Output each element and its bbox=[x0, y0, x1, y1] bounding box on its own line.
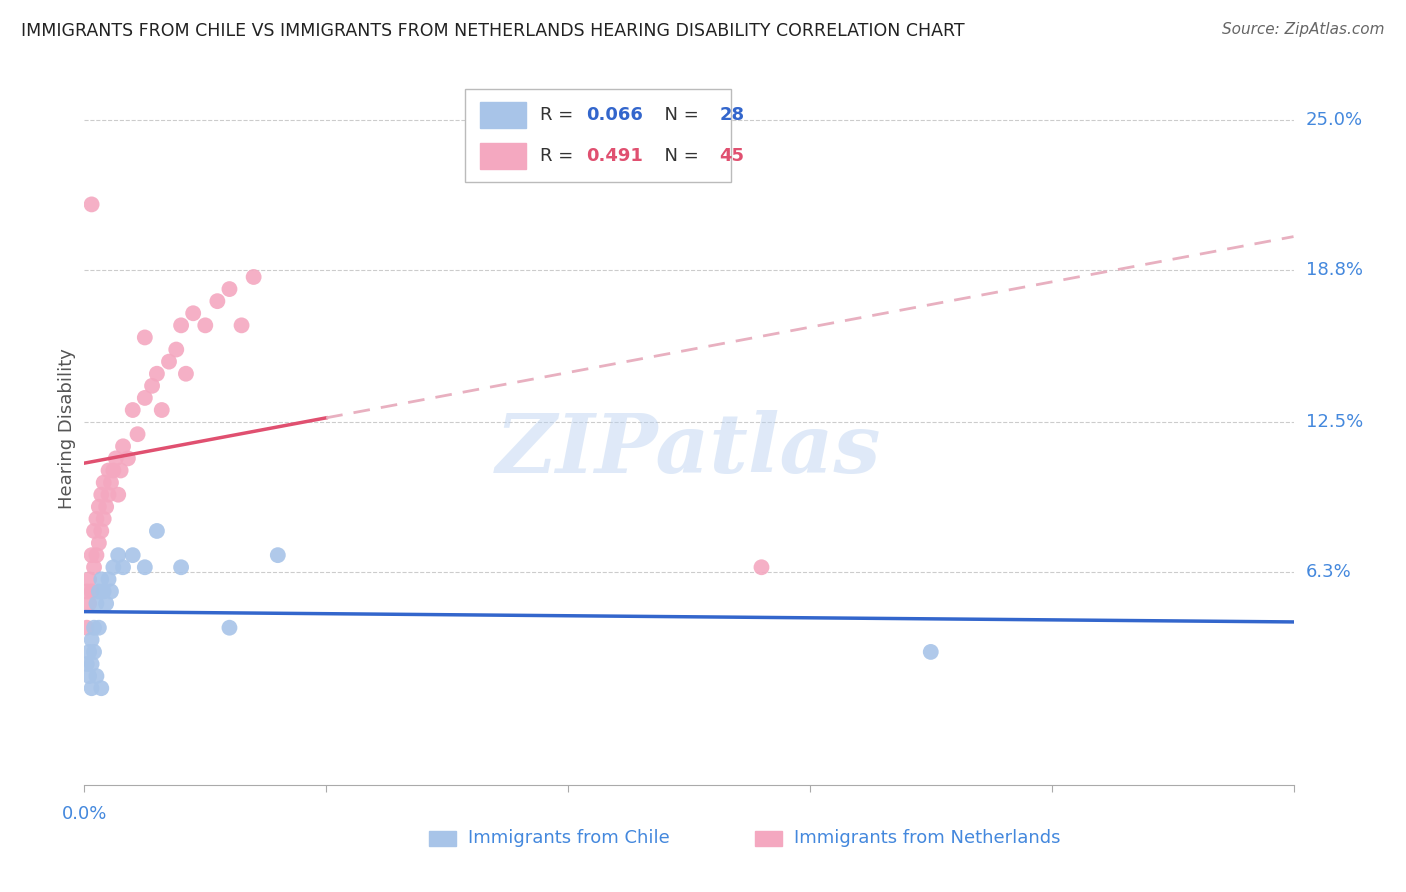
Point bbox=[100, 584, 122, 599]
Text: 0.491: 0.491 bbox=[586, 147, 643, 165]
Text: 28: 28 bbox=[720, 106, 744, 124]
Point bbox=[218, 621, 240, 635]
Text: N =: N = bbox=[652, 106, 704, 124]
Point bbox=[90, 488, 112, 502]
Point bbox=[107, 488, 129, 502]
Point bbox=[267, 548, 290, 562]
Point bbox=[86, 512, 108, 526]
Point bbox=[77, 645, 100, 659]
Point bbox=[170, 560, 193, 574]
Text: R =: R = bbox=[540, 147, 579, 165]
Point bbox=[86, 669, 108, 683]
Point bbox=[107, 548, 129, 562]
Point bbox=[80, 197, 103, 211]
Point bbox=[77, 669, 100, 683]
Point bbox=[134, 560, 156, 574]
Point bbox=[87, 584, 110, 599]
Point bbox=[80, 657, 103, 671]
Text: 6.3%: 6.3% bbox=[1306, 563, 1351, 581]
Point bbox=[76, 621, 98, 635]
Point bbox=[134, 391, 156, 405]
Point bbox=[76, 657, 98, 671]
Point bbox=[751, 560, 773, 574]
Point bbox=[112, 560, 135, 574]
Text: 45: 45 bbox=[720, 147, 744, 165]
Point bbox=[87, 536, 110, 550]
Point bbox=[207, 294, 229, 309]
Point bbox=[90, 524, 112, 538]
Point bbox=[80, 681, 103, 696]
Point bbox=[76, 584, 98, 599]
Point bbox=[86, 597, 108, 611]
Point bbox=[97, 463, 120, 477]
Point bbox=[80, 632, 103, 647]
Point bbox=[77, 597, 100, 611]
Point bbox=[104, 451, 127, 466]
Point bbox=[77, 572, 100, 586]
Text: R =: R = bbox=[540, 106, 579, 124]
Point bbox=[242, 270, 264, 285]
Text: 12.5%: 12.5% bbox=[1306, 413, 1362, 431]
Point bbox=[93, 475, 115, 490]
Point bbox=[117, 451, 139, 466]
Bar bbox=[755, 830, 782, 847]
Point bbox=[165, 343, 187, 357]
Point bbox=[83, 645, 105, 659]
Text: Immigrants from Chile: Immigrants from Chile bbox=[468, 830, 669, 847]
Point bbox=[103, 463, 125, 477]
Text: IMMIGRANTS FROM CHILE VS IMMIGRANTS FROM NETHERLANDS HEARING DISABILITY CORRELAT: IMMIGRANTS FROM CHILE VS IMMIGRANTS FROM… bbox=[21, 22, 965, 40]
Point bbox=[90, 681, 112, 696]
Text: ZIPatlas: ZIPatlas bbox=[496, 409, 882, 490]
Point bbox=[146, 367, 169, 381]
Bar bbox=[479, 143, 526, 169]
Y-axis label: Hearing Disability: Hearing Disability bbox=[58, 348, 76, 508]
Point bbox=[174, 367, 197, 381]
Point bbox=[83, 621, 105, 635]
Point bbox=[181, 306, 204, 320]
FancyBboxPatch shape bbox=[465, 89, 731, 182]
Point bbox=[141, 379, 163, 393]
Point bbox=[94, 500, 117, 514]
Point bbox=[86, 548, 108, 562]
Text: N =: N = bbox=[652, 147, 704, 165]
Bar bbox=[479, 103, 526, 128]
Point bbox=[157, 354, 180, 368]
Point bbox=[97, 572, 120, 586]
Text: Immigrants from Netherlands: Immigrants from Netherlands bbox=[794, 830, 1060, 847]
Point bbox=[112, 439, 135, 453]
Bar bbox=[429, 830, 456, 847]
Point bbox=[134, 330, 156, 344]
Point bbox=[170, 318, 193, 333]
Point bbox=[97, 488, 120, 502]
Text: Source: ZipAtlas.com: Source: ZipAtlas.com bbox=[1222, 22, 1385, 37]
Point bbox=[100, 475, 122, 490]
Point bbox=[87, 500, 110, 514]
Point bbox=[231, 318, 253, 333]
Point bbox=[80, 584, 103, 599]
Point bbox=[194, 318, 217, 333]
Point bbox=[920, 645, 942, 659]
Point bbox=[127, 427, 149, 442]
Point bbox=[83, 560, 105, 574]
Point bbox=[218, 282, 240, 296]
Point bbox=[110, 463, 132, 477]
Text: 0.066: 0.066 bbox=[586, 106, 643, 124]
Point bbox=[121, 548, 143, 562]
Point bbox=[87, 621, 110, 635]
Point bbox=[121, 403, 143, 417]
Point bbox=[93, 512, 115, 526]
Point bbox=[93, 584, 115, 599]
Point bbox=[90, 572, 112, 586]
Text: 25.0%: 25.0% bbox=[1306, 111, 1362, 128]
Point bbox=[150, 403, 173, 417]
Point bbox=[94, 597, 117, 611]
Text: 0.0%: 0.0% bbox=[62, 805, 107, 823]
Point bbox=[146, 524, 169, 538]
Text: 18.8%: 18.8% bbox=[1306, 260, 1362, 278]
Point bbox=[83, 524, 105, 538]
Point bbox=[103, 560, 125, 574]
Point bbox=[80, 548, 103, 562]
